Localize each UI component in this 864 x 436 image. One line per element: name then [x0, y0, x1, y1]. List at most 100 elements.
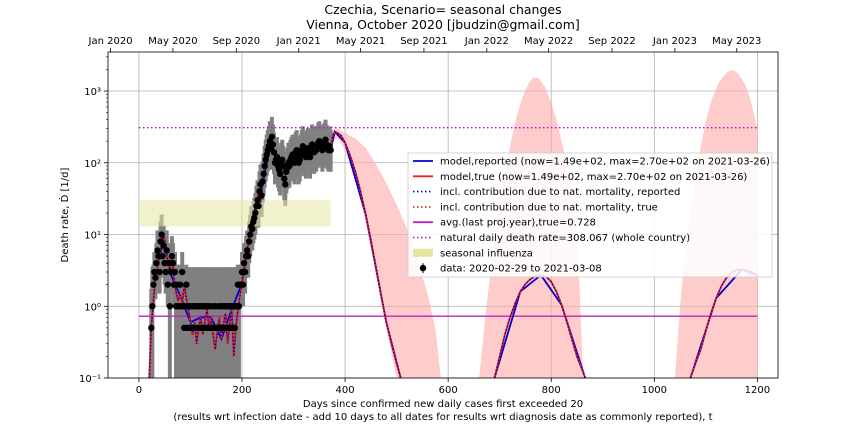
chart-title-line2: Vienna, October 2020 [jbudzin@gmail.com]	[306, 17, 580, 32]
seasonal-influenza-band	[138, 200, 331, 227]
data-point	[149, 303, 156, 310]
legend-entry: model,reported (now=1.49e+02, max=2.70e+…	[413, 157, 770, 168]
data-point	[327, 146, 334, 154]
legend-label: incl. contribution due to nat. mortality…	[440, 187, 680, 198]
data-point	[255, 202, 262, 210]
data-point	[299, 143, 307, 150]
legend-label: avg.(last proj.year),true=0.728	[440, 218, 596, 229]
data-point	[306, 153, 314, 161]
data-point	[160, 242, 167, 249]
data-point	[154, 247, 161, 254]
data-point	[296, 156, 303, 164]
data-point	[162, 268, 169, 276]
data-point	[159, 252, 166, 260]
data-point	[286, 162, 293, 170]
data-point	[153, 259, 160, 267]
top-tick-label: Sep 2021	[400, 36, 447, 47]
data-point	[171, 268, 179, 276]
data-point	[252, 209, 259, 217]
legend-label: model,true (now=1.49e+02, max=2.70e+02 o…	[440, 172, 747, 183]
data-point	[151, 268, 158, 276]
data-point	[279, 156, 286, 164]
data-point	[276, 170, 284, 178]
chart-title-line1: Czechia, Scenario= seasonal changes	[324, 2, 561, 17]
top-tick-label: Sep 2020	[213, 36, 260, 47]
x-tick-label: 1000	[642, 385, 667, 396]
x-axis-ticks: 0 200 400 600 800 1000 1200	[136, 378, 770, 396]
top-tick-label: May 2020	[148, 36, 197, 47]
data-point	[269, 141, 277, 148]
data-point	[254, 197, 261, 204]
legend-label: data: 2020-02-29 to 2021-03-08	[440, 264, 602, 275]
y-tick-label: 10³	[84, 87, 101, 98]
data-point	[168, 252, 176, 260]
plot-frame	[107, 51, 779, 379]
legend-entry: natural daily death rate=308.067 (whole …	[413, 233, 690, 244]
data-point	[251, 214, 258, 222]
data-point	[164, 281, 171, 288]
data-point	[152, 274, 159, 281]
data-point	[240, 259, 248, 267]
data-point	[281, 175, 288, 182]
legend-label: incl. contribution due to nat. mortality…	[440, 202, 658, 213]
top-tick-label: Jan 2020	[88, 36, 133, 47]
data-point	[235, 303, 243, 310]
x-axis-label-line1: Days since confirmed new daily cases fir…	[303, 399, 583, 410]
top-tick-label: May 2021	[336, 36, 385, 47]
data-point	[169, 259, 177, 267]
data-point	[258, 192, 265, 199]
legend-label: model,reported (now=1.49e+02, max=2.70e+…	[440, 157, 770, 168]
legend-entry: model,true (now=1.49e+02, max=2.70e+02 o…	[413, 172, 747, 183]
legend-label: natural daily death rate=308.067 (whole …	[440, 233, 690, 244]
top-tick-label: Sep 2022	[588, 36, 635, 47]
y-tick-label: 10²	[84, 159, 101, 170]
legend-entry: seasonal influenza	[413, 248, 533, 259]
data-point	[244, 252, 252, 260]
y-axis-label: Death rate, Ḋ [1/d]	[58, 167, 71, 262]
legend-entry: data: 2020-02-29 to 2021-03-08	[419, 263, 602, 275]
data-point	[282, 181, 289, 188]
data-point	[262, 156, 269, 164]
data-point	[166, 303, 174, 310]
x-tick-label: 600	[439, 385, 458, 396]
legend-label: seasonal influenza	[440, 248, 533, 259]
legend-entry: avg.(last proj.year),true=0.728	[413, 218, 596, 229]
legend-entry: incl. contribution due to nat. mortality…	[413, 187, 680, 198]
x-tick-label: 800	[542, 385, 561, 396]
legend-entry: incl. contribution due to nat. mortality…	[413, 202, 658, 213]
x-tick-label: 0	[136, 385, 142, 396]
x-tick-label: 200	[232, 385, 251, 396]
data-point	[163, 247, 170, 254]
data-point	[176, 281, 184, 288]
data-point	[270, 149, 278, 156]
data-points-layer	[148, 133, 334, 332]
y-axis-ticks: 10⁻¹ 10⁰ 10¹ 10² 10³	[79, 56, 108, 385]
x-tick-label: 1200	[745, 385, 770, 396]
data-point	[183, 281, 190, 288]
data-point	[179, 268, 186, 276]
legend-frame	[407, 152, 773, 278]
data-point	[148, 324, 155, 332]
x-axis-label-line2: (results wrt infection date - add 10 day…	[173, 412, 712, 423]
data-point	[293, 146, 300, 154]
data-point	[231, 324, 238, 332]
legend: model,reported (now=1.49e+02, max=2.70e+…	[407, 152, 773, 278]
top-tick-label: Jan 2022	[464, 36, 509, 47]
data-point	[246, 238, 253, 245]
data-point	[247, 231, 254, 238]
data-point	[249, 225, 256, 233]
data-point	[261, 162, 268, 170]
y-tick-label: 10¹	[84, 231, 101, 242]
top-tick-label: Jan 2023	[652, 36, 697, 47]
data-point	[156, 268, 163, 276]
top-tick-label: May 2022	[524, 36, 573, 47]
data-point	[150, 281, 157, 288]
x-tick-label: 400	[336, 385, 355, 396]
data-point	[241, 268, 249, 276]
data-point	[260, 170, 267, 178]
data-point	[259, 178, 266, 185]
top-axis-ticks: Jan 2020 May 2020 Sep 2020 Jan 2021 May 2021…	[88, 36, 761, 52]
y-tick-label: 10⁻¹	[79, 374, 101, 385]
influenza-layer	[138, 200, 331, 227]
